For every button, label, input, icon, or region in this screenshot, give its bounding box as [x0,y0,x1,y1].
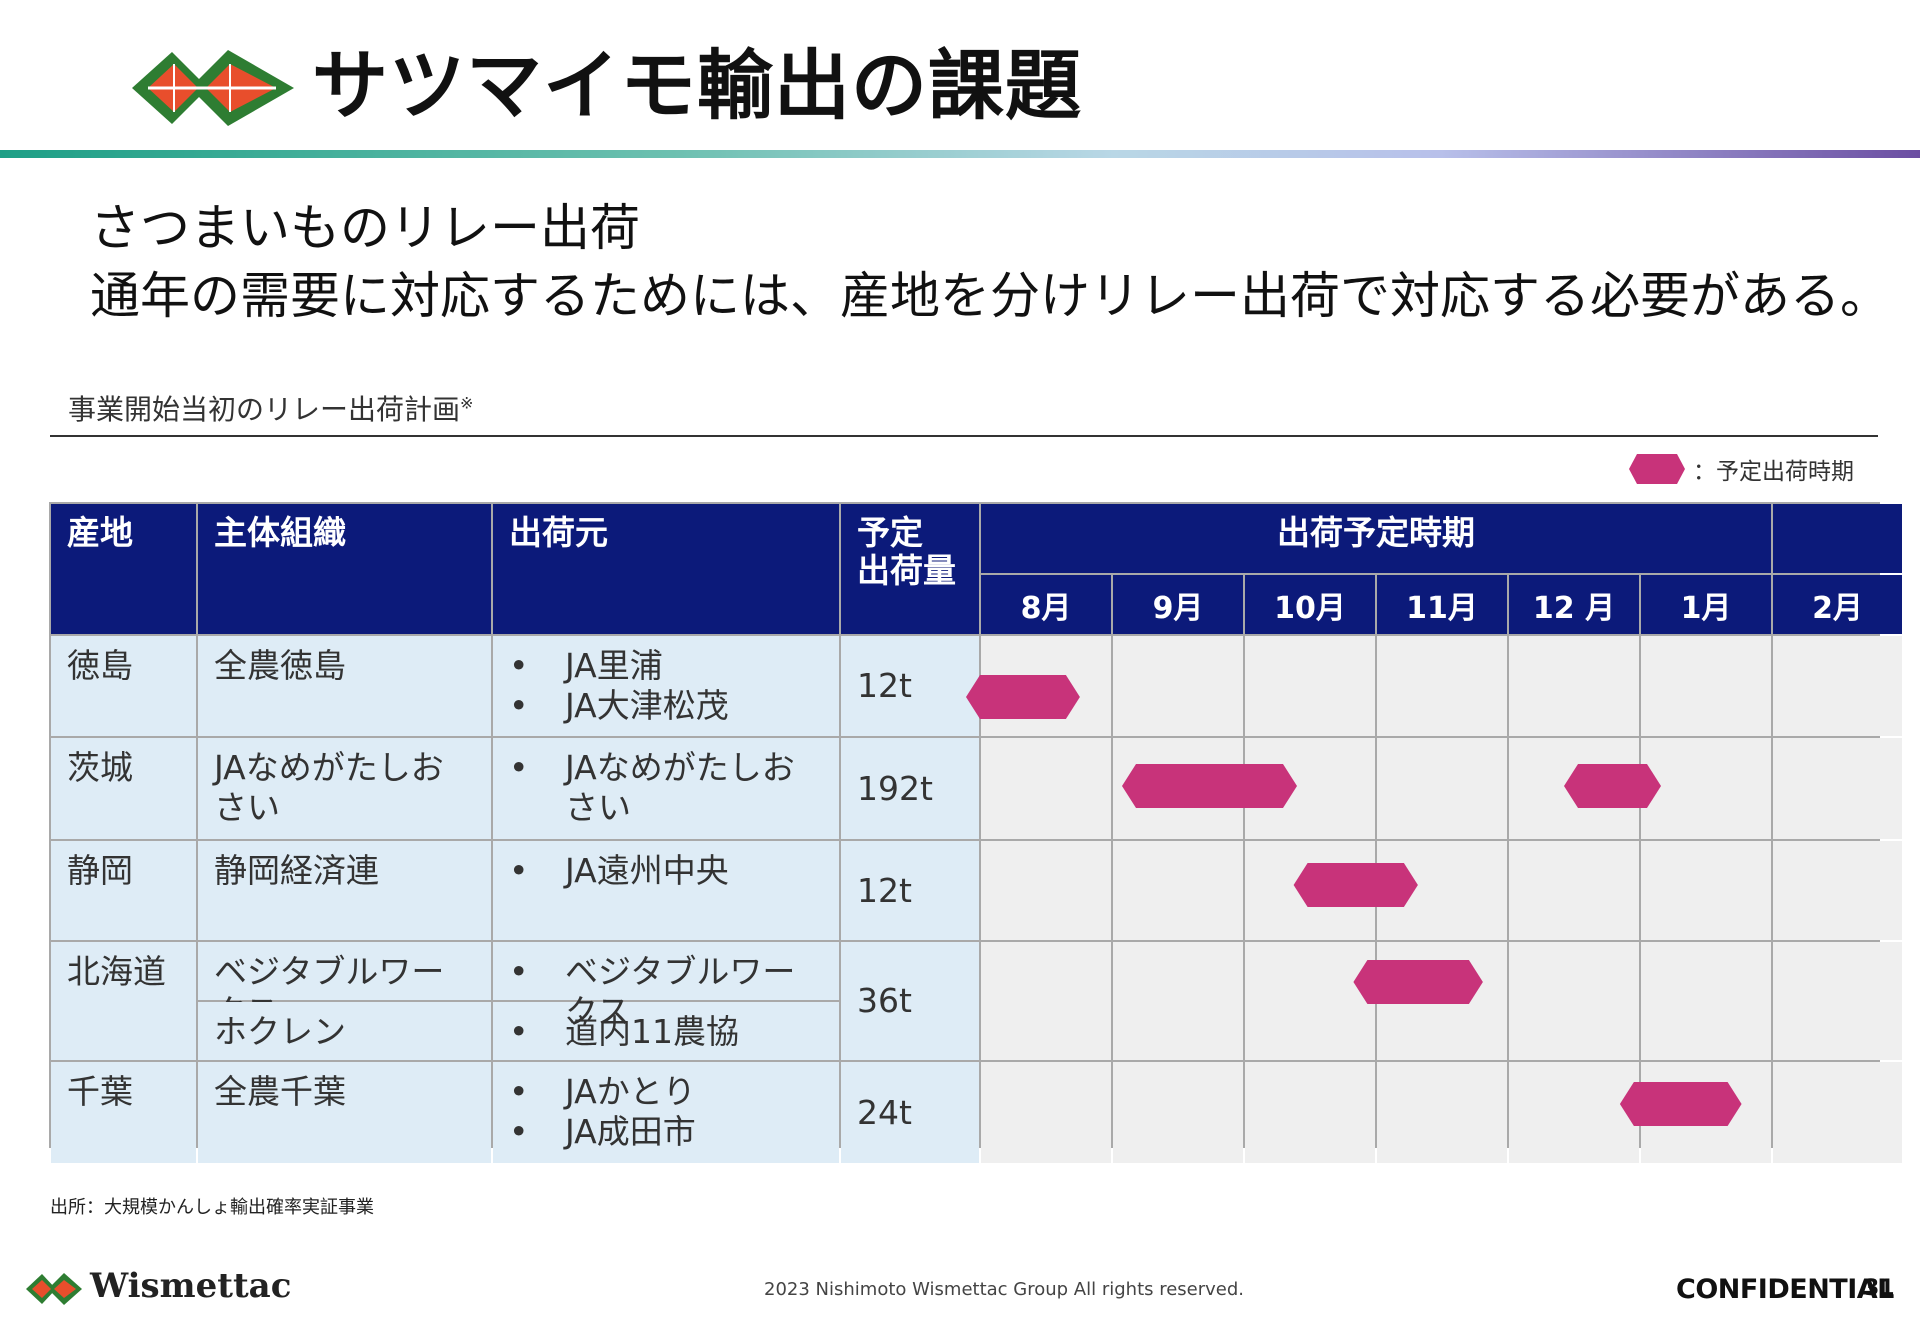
page-title: サツマイモ輸出の課題 [312,41,1082,130]
lead-description: 通年の需要に対応するためには、産地を分けリレー出荷で対応する必要がある。 [90,267,1890,325]
schedule-cell [981,841,1111,940]
cell-shippers: JAなめがたしおさい [493,738,839,839]
schedule-cell [1773,1062,1902,1163]
cell-organization: ベジタブルワークス [198,942,491,1031]
leaf-logo-icon [132,50,294,126]
month-header: 12 月 [1509,575,1639,634]
schedule-cell [1509,636,1639,736]
schedule-cell [1245,636,1375,736]
schedule-cell [1509,841,1639,940]
caption-divider [50,435,1878,437]
shipper-item: JAかとり [509,1072,823,1112]
schedule-cell [1377,1062,1507,1163]
cell-organization: 全農徳島 [198,636,491,736]
schedule-cell [1113,636,1243,736]
schedule-cell [1509,942,1639,1060]
month-header: 8月 [981,575,1111,634]
legend-label: ：予定出荷時期 [1693,459,1854,485]
cell-region: 茨城 [51,738,196,839]
cell-volume: 192t [841,738,979,839]
header-organization: 主体組織 [198,504,491,634]
schedule-cell [1509,1062,1639,1163]
cell-organization: ホクレン [198,1002,491,1060]
cell-organization: 全農千葉 [198,1062,491,1163]
shipper-item: JA遠州中央 [509,851,823,891]
legend-shipping-period-icon [1629,454,1685,484]
schedule-cell [1641,841,1771,940]
lead-heading: さつまいものリレー出荷 [90,199,640,257]
schedule-cell [981,738,1111,839]
cell-shippers: ベジタブルワークス [493,942,839,1031]
schedule-cell [1377,738,1507,839]
header-period: 出荷予定時期 [981,504,1771,573]
cell-volume: 12t [841,636,979,736]
schedule-cell [1245,738,1375,839]
brand-name: Wismettac [90,1266,292,1306]
month-header: 10月 [1245,575,1375,634]
header-region: 産地 [51,504,196,634]
header-period-blank [1773,504,1902,573]
month-header: 2月 [1773,575,1902,634]
header-shipper: 出荷元 [493,504,839,634]
month-header: 1月 [1641,575,1771,634]
table-caption: 事業開始当初のリレー出荷計画※ [68,388,473,428]
copyright: 2023 Nishimoto Wismettac Group All right… [764,1279,1245,1300]
schedule-cell [1377,636,1507,736]
month-header: 11月 [1377,575,1507,634]
schedule-cell [1377,841,1507,940]
schedule-cell [981,1062,1111,1163]
schedule-cell [1641,738,1771,839]
schedule-cell [1245,1062,1375,1163]
page-number: 31 [1864,1276,1895,1301]
legend: ：予定出荷時期 [1629,452,1854,486]
cell-organization: JAなめがたしおさい [198,738,491,839]
schedule-cell [1773,841,1902,940]
schedule-cell [1641,636,1771,736]
schedule-cell [1113,738,1243,839]
schedule-cell [1113,841,1243,940]
cell-shippers: JA里浦 JA大津松茂 [493,636,839,736]
schedule-cell [1245,942,1375,1060]
shipper-item: JA里浦 [509,646,823,686]
cell-region: 静岡 [51,841,196,940]
source-note: 出所：大規模かんしょ輸出確率実証事業 [50,1197,374,1218]
title-divider [0,150,1920,158]
shipper-item: JA成田市 [509,1112,823,1152]
cell-volume: 36t [841,942,979,1060]
cell-shippers: 道内11農協 [493,1002,839,1060]
schedule-cell [1641,942,1771,1060]
schedule-cell [1113,942,1243,1060]
header-volume: 予定 出荷量 [841,504,979,634]
schedule-cell [1245,841,1375,940]
cell-organization: 静岡経済連 [198,841,491,940]
cell-shippers: JA遠州中央 [493,841,839,940]
schedule-cell [981,942,1111,1060]
shipper-item: JA大津松茂 [509,686,823,726]
month-header: 9月 [1113,575,1243,634]
schedule-cell [1773,942,1902,1060]
cell-volume: 12t [841,841,979,940]
cell-region: 千葉 [51,1062,196,1163]
cell-shippers: JAかとり JA成田市 [493,1062,839,1163]
lead-text: さつまいものリレー出荷 通年の需要に対応するためには、産地を分けリレー出荷で対応… [90,194,1890,330]
leaf-logo-icon [26,1273,82,1305]
schedule-cell [1641,1062,1771,1163]
cell-region: 北海道 [51,942,196,1060]
table-caption-text: 事業開始当初のリレー出荷計画 [68,393,461,426]
shipper-item: 道内11農協 [509,1012,823,1052]
schedule-cell [981,636,1111,736]
schedule-cell [1773,636,1902,736]
schedule-cell [1377,942,1507,1060]
shipper-item: JAなめがたしおさい [509,748,823,828]
relay-shipping-table: 産地 主体組織 出荷元 予定 出荷量 出荷予定時期 8月 9月 10月 11月 … [49,502,1902,1163]
schedule-cell [1509,738,1639,839]
schedule-cell [1113,1062,1243,1163]
confidential-label: CONFIDENTIAL [1676,1274,1894,1305]
cell-volume: 24t [841,1062,979,1163]
cell-region: 徳島 [51,636,196,736]
schedule-cell [1773,738,1902,839]
table-caption-note-mark: ※ [460,393,474,413]
